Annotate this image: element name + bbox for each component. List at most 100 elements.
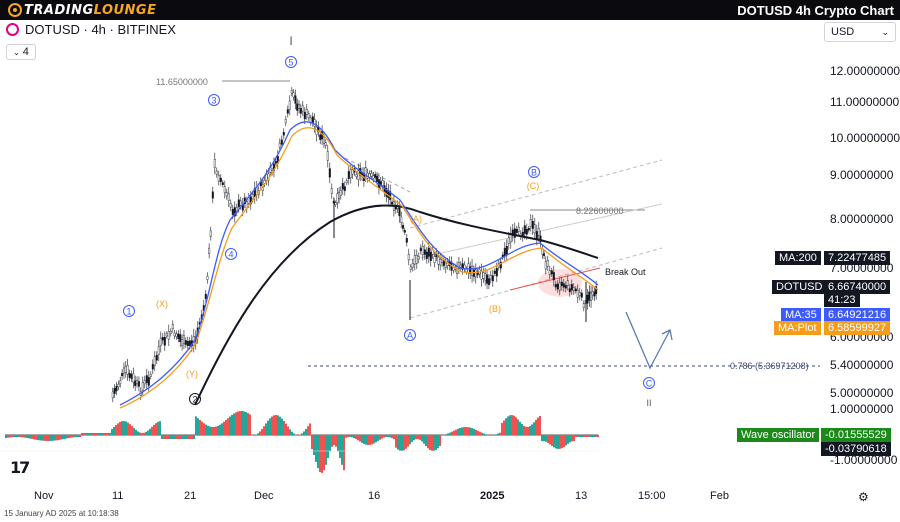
oscillator-bar [21, 435, 23, 438]
oscillator-bar [313, 435, 315, 455]
candle-body [505, 246, 508, 255]
oscillator-bar [29, 435, 31, 439]
oscillator-bar [567, 435, 569, 444]
oscillator-bar [325, 435, 327, 465]
wave-a-label: A [407, 331, 413, 341]
oscillator-bar [281, 418, 283, 435]
candle-body [419, 247, 422, 251]
oscillator-bar [585, 435, 587, 437]
oscillator-bar [573, 435, 575, 442]
oscillator-bar [191, 435, 193, 439]
oscillator-bar [249, 414, 251, 435]
candle-body [233, 207, 236, 217]
oscillator-bar [369, 435, 371, 445]
oscillator-bar [149, 428, 151, 435]
wave-y-label: (Y) [186, 369, 198, 379]
oscillator-bar [515, 417, 517, 435]
candle-body [409, 266, 412, 270]
candle-body [591, 291, 594, 296]
indicators-toggle[interactable]: ⌄ 4 [6, 44, 36, 60]
oscillator-bar [481, 432, 483, 435]
oscillator-bar [595, 435, 597, 437]
candle-body [381, 179, 384, 186]
oscillator-bar [181, 435, 183, 439]
candle-body [341, 183, 344, 190]
candle-body [213, 159, 216, 168]
oscillator-bar [213, 426, 215, 435]
oscillator-bar [593, 435, 595, 437]
candle-body [570, 284, 573, 291]
currency-select[interactable]: USD ⌄ [824, 22, 896, 42]
candle-body [328, 168, 331, 178]
candle-body [171, 324, 174, 329]
oscillator-bar [121, 421, 123, 435]
symbol-header[interactable]: DOTUSD · 4h · BITFINEX [6, 22, 176, 37]
candle-body [208, 247, 211, 254]
oscillator-bar [113, 427, 115, 435]
wave-c-marker [643, 377, 655, 389]
candle-body [126, 365, 129, 375]
candle-body [474, 269, 477, 278]
oscillator-bar [143, 432, 145, 435]
wave-b-label: B [531, 168, 537, 178]
oscillator-bar [473, 428, 475, 435]
oscillator-bar [145, 431, 147, 435]
polkadot-icon [6, 23, 19, 36]
oscillator-bar [483, 433, 485, 435]
oscillator-bar [535, 419, 537, 435]
candle-body [539, 235, 542, 243]
oscillator-bar [475, 429, 477, 435]
candle-body [231, 208, 234, 215]
candle-body [124, 366, 127, 373]
settings-gear-icon[interactable]: ⚙ [858, 490, 869, 504]
candle-body [280, 139, 283, 145]
candle-body [145, 375, 148, 384]
candle-body [153, 356, 156, 366]
degree-i-label: I [289, 34, 292, 48]
oscillator-bar [193, 435, 195, 439]
oscillator-bar [429, 435, 431, 450]
oscillator-bar [357, 435, 359, 441]
candle-body [334, 202, 337, 205]
oscillator-bar [555, 435, 557, 449]
candle-body [221, 182, 224, 185]
candle-body [311, 116, 314, 123]
oscillator-bar [277, 415, 279, 435]
oscillator-bar [471, 428, 473, 435]
oscillator-bar [115, 425, 117, 435]
oscillator-bar [307, 426, 309, 435]
oscillator-bar [395, 435, 397, 448]
oscillator-bar [465, 427, 467, 435]
candle-body [374, 174, 377, 178]
b-level-label: 8.22600000 [576, 206, 624, 216]
oscillator-bar [55, 435, 57, 441]
candle-body [351, 169, 354, 175]
oscillator-bar [349, 435, 351, 438]
oscillator-bar [403, 435, 405, 451]
chart-title: DOTUSD 4h Crypto Chart [737, 3, 894, 18]
oscillator-bar [331, 435, 333, 447]
candle-body [141, 382, 144, 391]
candle-body [179, 334, 182, 342]
candle-body [588, 291, 591, 301]
oscillator-bar [467, 427, 469, 435]
oscillator-bar [37, 435, 39, 441]
oscillator-bar [425, 435, 427, 447]
oscillator-bar [351, 435, 353, 438]
oscillator-bar [223, 421, 225, 435]
candle-body [484, 273, 487, 281]
candle-body [211, 191, 214, 199]
candle-body [357, 170, 360, 180]
candle-body [576, 290, 579, 298]
oscillator-bar [133, 428, 135, 435]
oscillator-bar [405, 435, 407, 449]
oscillator-bar [93, 433, 95, 435]
candle-body [303, 111, 306, 120]
oscillator-bar [201, 421, 203, 435]
price-tag-value: 6.66740000 [824, 280, 891, 294]
oscillator-bar [103, 433, 105, 435]
oscillator-bar [17, 435, 19, 438]
oscillator-bar [359, 435, 361, 442]
oscillator-bar [287, 426, 289, 435]
